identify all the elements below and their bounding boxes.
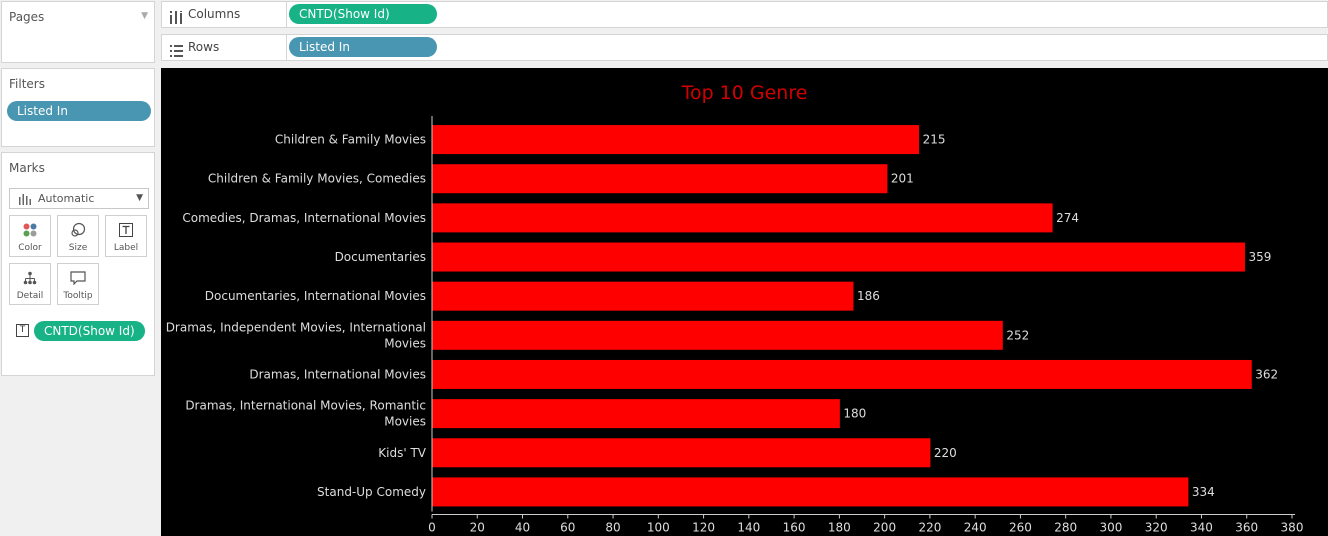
bar	[432, 281, 854, 311]
category-label: Kids' TV	[378, 446, 427, 460]
category-label: Children & Family Movies	[275, 133, 426, 147]
size-button[interactable]: Size	[57, 215, 99, 257]
x-tick-label: 140	[737, 521, 760, 535]
pages-card[interactable]: Pages ▼	[1, 1, 155, 63]
x-tick-label: 380	[1281, 521, 1304, 535]
columns-label: Columns	[188, 7, 241, 21]
bar-value-label: 186	[857, 289, 880, 303]
mark-type-select[interactable]: Automatic ▼	[9, 188, 149, 209]
bar	[432, 203, 1053, 233]
bar-value-label: 334	[1192, 485, 1215, 499]
bar	[432, 125, 920, 155]
x-tick-label: 220	[918, 521, 941, 535]
tooltip-button-label: Tooltip	[63, 291, 93, 301]
columns-shelf-name: Columns	[162, 2, 287, 27]
x-tick-label: 160	[783, 521, 806, 535]
category-label: Movies	[384, 336, 426, 350]
chart-title: Top 10 Genre	[681, 82, 808, 104]
rows-label: Rows	[188, 40, 220, 54]
columns-shelf[interactable]: Columns CNTD(Show Id)	[161, 1, 1328, 28]
rows-shelf[interactable]: Rows Listed In	[161, 34, 1328, 61]
bar-value-label: 362	[1255, 367, 1278, 381]
rows-shelf-name: Rows	[162, 35, 287, 60]
bar-value-label: 201	[891, 172, 914, 186]
filters-title: Filters	[9, 77, 45, 91]
text-label-icon: T	[16, 324, 29, 337]
x-tick-label: 240	[964, 521, 987, 535]
bar-value-label: 215	[923, 133, 946, 147]
detail-button[interactable]: Detail	[9, 263, 51, 305]
marks-card: Marks Automatic ▼ Color Size Label	[1, 152, 155, 376]
detail-icon	[10, 270, 50, 286]
category-label: Comedies, Dramas, International Movies	[182, 211, 426, 225]
category-label: Movies	[384, 415, 426, 429]
x-tick-label: 280	[1054, 521, 1077, 535]
label-button-label: Label	[113, 243, 139, 253]
chevron-down-icon[interactable]: ▼	[141, 11, 148, 21]
category-label: Stand-Up Comedy	[317, 485, 426, 499]
tooltip-icon	[58, 270, 98, 286]
marks-field-pill[interactable]: CNTD(Show Id)	[34, 321, 145, 341]
x-tick-label: 340	[1190, 521, 1213, 535]
color-button-label: Color	[18, 243, 42, 253]
bar	[432, 242, 1245, 272]
bar-value-label: 180	[843, 407, 866, 421]
rows-pill[interactable]: Listed In	[289, 37, 437, 57]
x-tick-label: 0	[428, 521, 436, 535]
x-tick-label: 200	[873, 521, 896, 535]
color-icon	[10, 222, 50, 238]
columns-pill[interactable]: CNTD(Show Id)	[289, 4, 437, 24]
bar-value-label: 359	[1248, 250, 1271, 264]
x-tick-label: 20	[470, 521, 485, 535]
x-tick-label: 40	[515, 521, 530, 535]
chevron-down-icon: ▼	[136, 193, 143, 203]
size-icon	[58, 222, 98, 238]
category-label: Children & Family Movies, Comedies	[208, 172, 426, 186]
label-button[interactable]: Label	[105, 215, 147, 257]
filter-pill-listed-in[interactable]: Listed In	[7, 101, 151, 121]
pages-title: Pages	[9, 10, 45, 24]
bar-value-label: 220	[934, 446, 957, 460]
text-label-icon	[106, 222, 146, 238]
detail-button-label: Detail	[16, 291, 44, 301]
chart-canvas[interactable]: Top 10 Genre 215 Children & Family Movies…	[161, 68, 1328, 536]
bar	[432, 438, 931, 468]
x-tick-label: 180	[828, 521, 851, 535]
rows-icon	[170, 41, 183, 66]
bar	[432, 320, 1003, 350]
size-button-label: Size	[68, 243, 88, 253]
category-label: Documentaries	[335, 250, 426, 264]
x-tick-label: 260	[1009, 521, 1032, 535]
x-tick-label: 360	[1235, 521, 1258, 535]
bar	[432, 164, 888, 194]
filters-card: Filters Listed In	[1, 68, 155, 147]
bar	[432, 359, 1252, 389]
bar	[432, 477, 1189, 507]
category-label: Dramas, Independent Movies, Internationa…	[166, 320, 426, 334]
columns-icon	[170, 8, 182, 33]
tooltip-button[interactable]: Tooltip	[57, 263, 99, 305]
x-tick-label: 120	[692, 521, 715, 535]
bar-value-label: 252	[1006, 328, 1029, 342]
marks-title: Marks	[9, 161, 45, 175]
bar	[432, 399, 840, 429]
category-label: Dramas, International Movies, Romantic	[185, 399, 426, 413]
category-label: Dramas, International Movies	[249, 367, 426, 381]
x-tick-label: 300	[1099, 521, 1122, 535]
bar-chart-icon	[18, 192, 32, 211]
color-button[interactable]: Color	[9, 215, 51, 257]
bar-value-label: 274	[1056, 211, 1079, 225]
x-tick-label: 60	[560, 521, 575, 535]
category-label: Documentaries, International Movies	[205, 289, 426, 303]
x-tick-label: 320	[1145, 521, 1168, 535]
mark-type-label: Automatic	[38, 192, 95, 205]
bar-chart: 215 Children & Family Movies 201 Children &…	[166, 116, 1304, 535]
x-tick-label: 80	[605, 521, 620, 535]
x-tick-label: 100	[647, 521, 670, 535]
